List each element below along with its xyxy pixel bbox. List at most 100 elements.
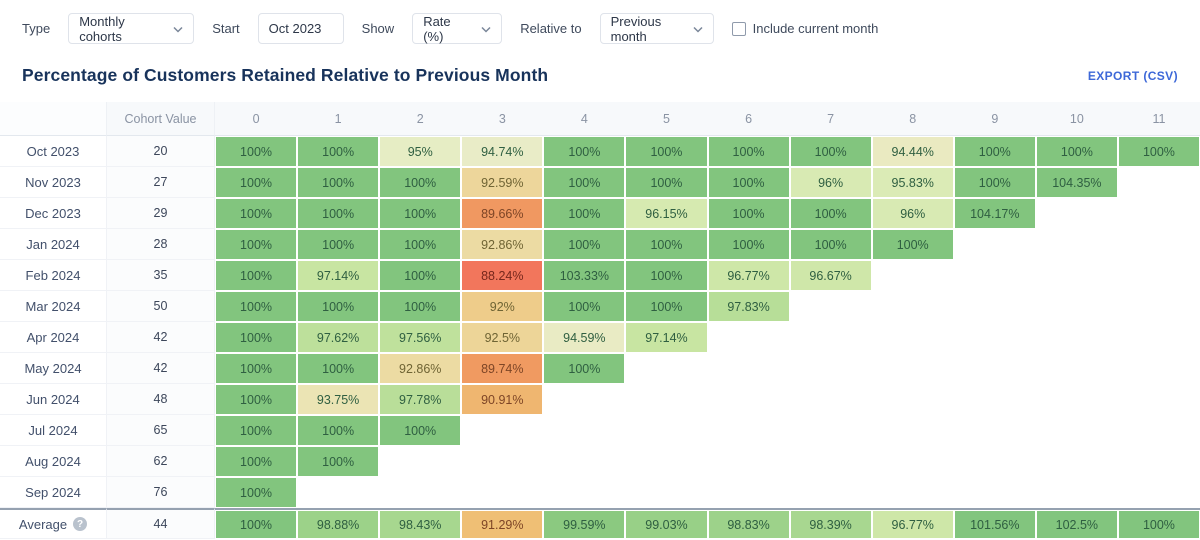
page-title: Percentage of Customers Retained Relativ… (22, 65, 549, 85)
empty-cell (789, 291, 872, 322)
retention-cell: 97.14% (625, 322, 708, 353)
period-header-9: 9 (953, 102, 1036, 136)
cohort-row-label: Oct 2023 (0, 136, 107, 167)
retention-cell: 98.39% (789, 508, 872, 539)
retention-cell: 100% (543, 291, 626, 322)
empty-cell (1117, 415, 1200, 446)
retention-cell: 94.44% (871, 136, 954, 167)
retention-cell: 100% (1035, 136, 1118, 167)
title-row: Percentage of Customers Retained Relativ… (0, 56, 1200, 102)
start-input-value: Oct 2023 (268, 21, 322, 36)
cohort-size-cell: 65 (107, 415, 215, 446)
empty-cell (871, 353, 954, 384)
empty-cell (625, 353, 708, 384)
retention-cell: 92.86% (461, 229, 544, 260)
retention-cell: 100% (215, 229, 298, 260)
retention-cell: 92.59% (461, 167, 544, 198)
empty-cell (1117, 167, 1200, 198)
empty-cell (543, 477, 626, 508)
retention-cell: 100% (789, 198, 872, 229)
start-label: Start (212, 21, 240, 36)
retention-cell: 100% (215, 477, 298, 508)
retention-cell: 100% (215, 322, 298, 353)
retention-cell: 100% (543, 167, 626, 198)
period-header-8: 8 (871, 102, 954, 136)
empty-cell (953, 291, 1036, 322)
retention-cell: 100% (953, 167, 1036, 198)
empty-cell (789, 353, 872, 384)
export-csv-button[interactable]: EXPORT (CSV) (1087, 68, 1178, 83)
retention-cell: 100% (297, 136, 380, 167)
retention-cell: 100% (215, 198, 298, 229)
empty-cell (953, 446, 1036, 477)
empty-cell (871, 322, 954, 353)
type-label: Type (22, 21, 51, 36)
retention-cell: 100% (215, 291, 298, 322)
retention-cell: 100% (625, 229, 708, 260)
retention-cell: 97.14% (297, 260, 380, 291)
retention-cell: 99.59% (543, 508, 626, 539)
retention-cell: 100% (379, 167, 462, 198)
relative-to-select[interactable]: Previous month (599, 13, 714, 44)
show-label: Show (361, 21, 395, 36)
empty-cell (1117, 446, 1200, 477)
period-header-3: 3 (461, 102, 544, 136)
retention-cell: 100% (543, 353, 626, 384)
retention-cell: 100% (215, 260, 298, 291)
type-select[interactable]: Monthly cohorts (68, 13, 195, 44)
empty-cell (707, 322, 790, 353)
empty-cell (953, 353, 1036, 384)
show-select[interactable]: Rate (%) (412, 13, 503, 44)
retention-cell: 104.35% (1035, 167, 1118, 198)
cohort-size-cell: 62 (107, 446, 215, 477)
retention-cell: 90.91% (461, 384, 544, 415)
empty-cell (1117, 260, 1200, 291)
empty-cell (543, 415, 626, 446)
retention-cell: 98.43% (379, 508, 462, 539)
empty-cell (543, 446, 626, 477)
empty-cell (461, 415, 544, 446)
retention-cell: 103.33% (543, 260, 626, 291)
cohort-row-label: Feb 2024 (0, 260, 107, 291)
retention-cell: 97.78% (379, 384, 462, 415)
empty-cell (707, 477, 790, 508)
empty-cell (379, 477, 462, 508)
retention-cell: 97.83% (707, 291, 790, 322)
empty-cell (1117, 291, 1200, 322)
retention-cell: 102.5% (1035, 508, 1118, 539)
empty-cell (789, 415, 872, 446)
retention-cell: 100% (297, 446, 380, 477)
retention-cell: 97.62% (297, 322, 380, 353)
include-current-month-checkbox[interactable] (731, 21, 746, 36)
period-header-5: 5 (625, 102, 708, 136)
retention-cell: 97.56% (379, 322, 462, 353)
retention-cell: 96.15% (625, 198, 708, 229)
period-header-4: 4 (543, 102, 626, 136)
retention-cell: 100% (379, 198, 462, 229)
empty-cell (871, 291, 954, 322)
retention-cell: 98.83% (707, 508, 790, 539)
empty-cell (953, 384, 1036, 415)
include-current-month-toggle[interactable]: Include current month (731, 21, 878, 36)
retention-cell: 100% (379, 415, 462, 446)
retention-cell: 95.83% (871, 167, 954, 198)
empty-cell (871, 477, 954, 508)
retention-cell: 100% (215, 508, 298, 539)
retention-cell: 94.74% (461, 136, 544, 167)
period-header-0: 0 (215, 102, 298, 136)
start-input[interactable]: Oct 2023 (257, 13, 344, 44)
empty-cell (1035, 229, 1118, 260)
table-corner-cell (0, 102, 107, 136)
retention-cell: 100% (789, 229, 872, 260)
cohort-row-label: Mar 2024 (0, 291, 107, 322)
cohort-size-cell: 35 (107, 260, 215, 291)
retention-cell: 100% (707, 229, 790, 260)
retention-cell: 100% (297, 198, 380, 229)
retention-cell: 100% (1117, 136, 1200, 167)
empty-cell (1117, 384, 1200, 415)
empty-cell (789, 477, 872, 508)
cohort-retention-table: Cohort Value 0 1 2 3 4 5 6 7 8 9 10 11 Oct 2023 20 100… (0, 102, 1200, 539)
help-icon[interactable]: ? (73, 517, 88, 531)
period-header-11: 11 (1117, 102, 1200, 136)
retention-cell: 96.67% (789, 260, 872, 291)
